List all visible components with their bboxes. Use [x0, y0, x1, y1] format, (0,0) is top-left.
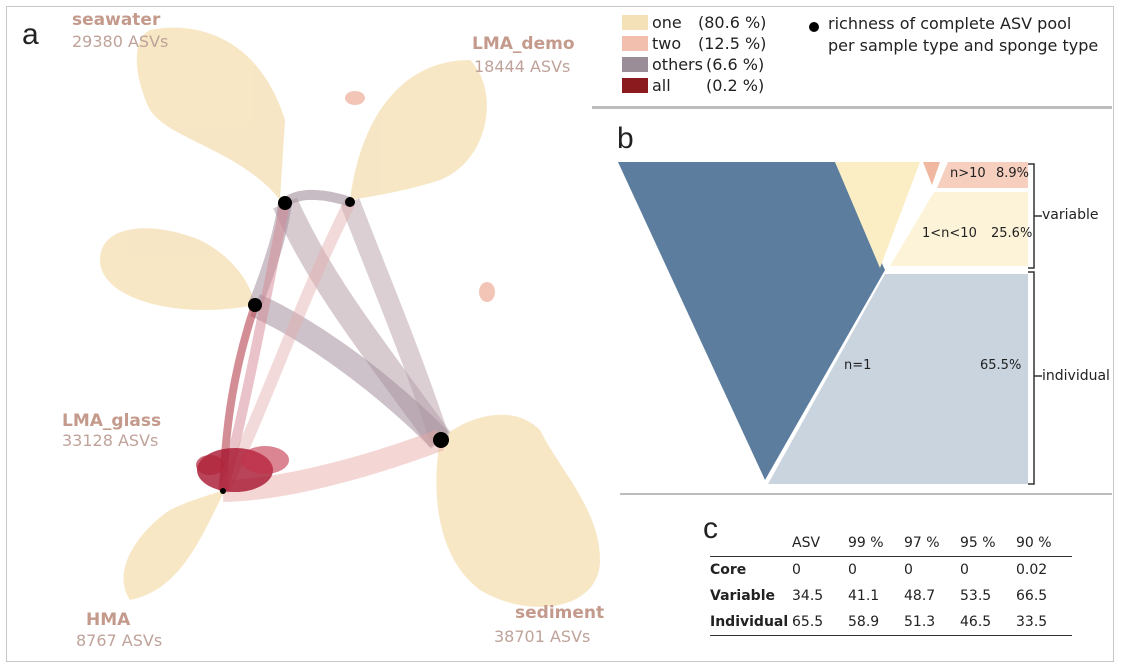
funnel-1-n-10-band [890, 192, 1028, 266]
legend-label-others: others [652, 55, 703, 74]
funnel-cream-region [835, 162, 920, 268]
legend-dot-line1: richness of complete ASV pool [828, 14, 1072, 33]
legend-label-two: two [652, 34, 682, 53]
funnel-pct-1-n-10: 25.6% [991, 226, 1033, 241]
funnel-label-n-eq-1: n=1 [844, 358, 872, 373]
table-cell: 66.5 [1016, 588, 1048, 604]
legend-swatch-all [622, 78, 648, 93]
table-cell: 53.5 [960, 588, 992, 604]
group-sediment-count: 38701 ASVs [494, 627, 591, 646]
network-cluster [196, 91, 495, 492]
funnel-salmon-wedge [923, 162, 940, 185]
figure-frame [6, 6, 1114, 662]
table-row: Variable 34.5 41.1 48.7 53.5 66.5 [710, 583, 1072, 609]
legend-dot-line2: per sample type and sponge type [828, 36, 1099, 55]
table-cell: 46.5 [960, 609, 1016, 636]
funnel-n-gt-10-band [937, 162, 1028, 188]
separator-top [592, 106, 1112, 109]
legend-item-one: one (80.6 %) [622, 13, 782, 32]
table-cell: 65.5 [792, 609, 848, 636]
bracket-label-variable: variable [1042, 207, 1099, 223]
table-cell: 0 [792, 562, 801, 578]
table-cell: 0 [960, 562, 969, 578]
group-lma-demo-name: LMA_demo [472, 34, 575, 54]
bracket-label-individual: individual [1042, 368, 1110, 384]
legend-item-others: others (6.6 %) [622, 55, 782, 74]
network-diagram [100, 27, 600, 607]
table-cell: 0 [848, 562, 857, 578]
table-header-cell: 99 % [848, 530, 904, 557]
lma-demo-fan [350, 60, 487, 200]
table-cell: 34.5 [792, 588, 824, 604]
network-fans [100, 27, 600, 607]
legend-swatch-one [622, 15, 648, 30]
funnel-n-eq-1-band [768, 274, 1028, 484]
legend-label-one: one [652, 13, 682, 32]
legend-swatch-two [622, 36, 648, 51]
table-header-cell: 95 % [960, 530, 1016, 557]
table-header-cell [710, 530, 792, 557]
legend-pct-all: (0.2 %) [706, 76, 765, 95]
table-header-cell: ASV [792, 530, 848, 557]
table-header-cell: 97 % [904, 530, 960, 557]
funnel-pct-n-eq-1: 65.5% [980, 358, 1022, 373]
table-row: Core 0 0 0 0 0.02 [710, 557, 1072, 584]
group-lma-glass-name: LMA_glass [62, 411, 162, 431]
table-cell: 51.3 [904, 609, 960, 636]
legend-pct-others: (6.6 %) [706, 55, 765, 74]
network-edges [217, 189, 451, 502]
separator-bottom [620, 493, 1112, 495]
sediment-fan [436, 414, 600, 607]
table-cell: 58.9 [848, 609, 904, 636]
group-lma-demo-count: 18444 ASVs [474, 57, 571, 76]
legend-swatch-others [622, 57, 648, 72]
funnel-label-1-n-10: 1<n<10 [922, 226, 977, 241]
lma-glass-fan [100, 228, 255, 310]
table-row-name: Variable [710, 588, 775, 604]
table-cell: 48.7 [904, 588, 936, 604]
stats-table: ASV 99 % 97 % 95 % 90 % Core 0 0 0 0 0.0… [710, 530, 1072, 636]
group-hma-name: HMA [86, 610, 131, 630]
funnel-brackets [1028, 163, 1042, 485]
legend-item-all: all (0.2 %) [622, 76, 782, 95]
table-header-row: ASV 99 % 97 % 95 % 90 % [710, 530, 1072, 557]
table-cell: 33.5 [1016, 609, 1072, 636]
funnel-dark-region [618, 162, 885, 480]
funnel-label-n-gt-10: n>10 [950, 166, 986, 181]
group-seawater-count: 29380 ASVs [72, 32, 169, 51]
legend-pct-two: (12.5 %) [698, 34, 767, 53]
table-cell: 0.02 [1016, 562, 1048, 578]
funnel-diagram [618, 162, 1042, 485]
legend-label-all: all [652, 76, 671, 95]
seawater-fan [136, 27, 285, 200]
richness-dot-icon [809, 22, 819, 32]
legend-pct-one: (80.6 %) [698, 13, 767, 32]
table-cell: 41.1 [848, 588, 880, 604]
table-row-name: Individual [710, 609, 792, 636]
panel-a-label: a [22, 18, 39, 51]
funnel-pct-n-gt-10: 8.9% [996, 166, 1030, 181]
legend-item-two: two (12.5 %) [622, 34, 782, 53]
table-row: Individual 65.5 58.9 51.3 46.5 33.5 [710, 609, 1072, 636]
table-header-cell: 90 % [1016, 530, 1072, 557]
hma-fan [123, 490, 225, 600]
table-row-name: Core [710, 562, 747, 578]
richness-nodes [220, 196, 449, 494]
group-seawater-name: seawater [72, 10, 161, 30]
group-lma-glass-count: 33128 ASVs [62, 431, 159, 450]
group-sediment-name: sediment [515, 603, 605, 623]
group-hma-count: 8767 ASVs [76, 631, 163, 650]
table-cell: 0 [904, 562, 913, 578]
panel-b-label: b [617, 122, 634, 155]
